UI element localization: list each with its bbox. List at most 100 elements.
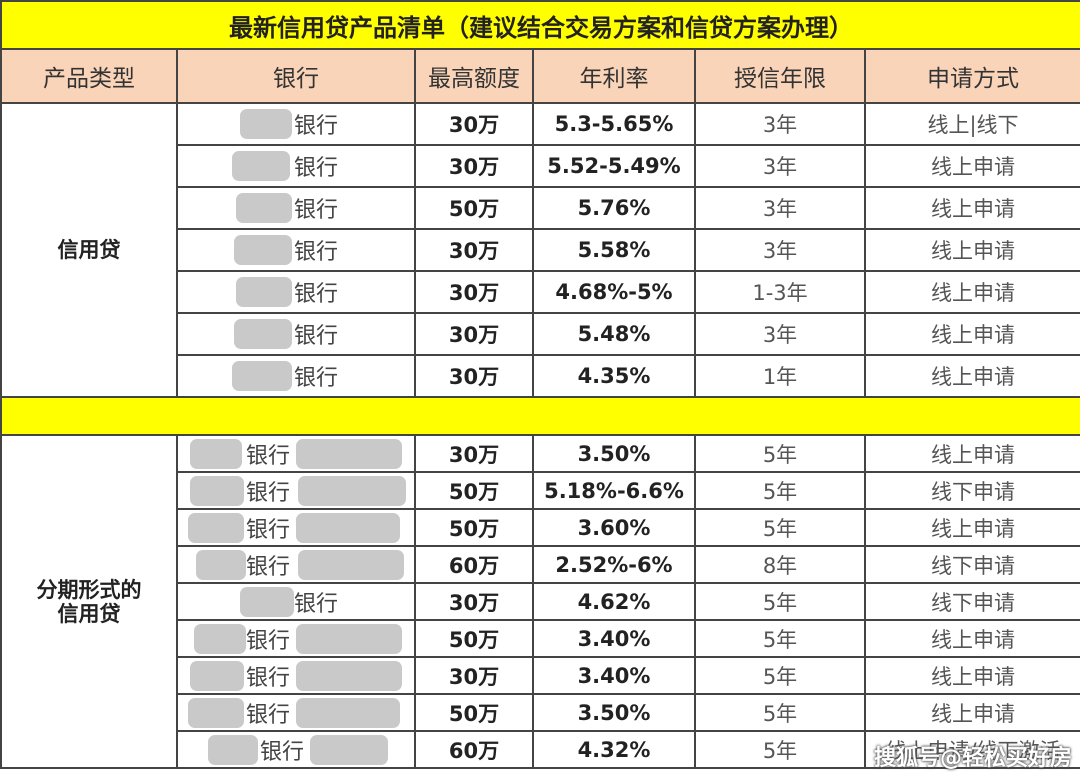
apply-method-cell: 线上申请 (863, 354, 1080, 398)
annual-rate-cell: 5.58% (532, 228, 696, 272)
bank-name: 银行 (260, 739, 305, 765)
bank-cell: 银行 (176, 144, 416, 188)
credit-term-cell: 5年 (694, 434, 866, 473)
table-row: 银行 50万 3.40% 5年 线上申请 (1, 619, 1080, 658)
max-limit-cell: 50万 (414, 508, 534, 547)
table-row: 银行 50万 5.76% 3年 线上申请 (1, 186, 1080, 230)
header-credit-term: 授信年限 (694, 48, 866, 104)
redacted-name-block (240, 109, 292, 139)
max-limit-cell: 30万 (414, 102, 534, 146)
redacted-name-block (188, 697, 244, 728)
max-limit-cell: 60万 (414, 730, 534, 769)
annual-rate-cell: 5.48% (532, 312, 696, 356)
apply-method-cell: 线上申请 (863, 619, 1080, 658)
redacted-name-block (190, 660, 244, 691)
max-limit-cell: 30万 (414, 656, 534, 695)
annual-rate-cell: 2.52%-6% (532, 545, 696, 584)
annual-rate-cell: 5.52-5.49% (532, 144, 696, 188)
table-row: 银行 30万 5.52-5.49% 3年 线上申请 (1, 144, 1080, 188)
bank-cell: 银行 (176, 656, 416, 695)
credit-term-cell: 3年 (694, 312, 866, 356)
annual-rate-cell: 4.62% (532, 582, 696, 621)
bank-name: 银行 (246, 443, 291, 469)
bank-cell: 银行 (176, 102, 416, 146)
apply-method-cell: 线上申请 (863, 144, 1080, 188)
product-type-cell: 分期形式的 信用贷 (0, 434, 178, 769)
bank-cell: 银行 (176, 545, 416, 584)
apply-method-cell: 线上申请 (863, 228, 1080, 272)
bank-name: 银行 (294, 324, 339, 349)
credit-term-cell: 5年 (694, 693, 866, 732)
bank-cell: 银行 (176, 434, 416, 473)
bank-cell: 银行 (176, 582, 416, 621)
table-row: 分期形式的 信用贷 银行 30万 3.50% 5年 线上申请 (0, 434, 1080, 769)
header-apply-method: 申请方式 (863, 48, 1080, 104)
table-row: 银行 30万 4.68%-5% 1-3年 线上申请 (1, 270, 1080, 314)
apply-method-cell: 线上申请 (863, 508, 1080, 547)
redacted-name-block (188, 512, 244, 543)
max-limit-cell: 30万 (414, 582, 534, 621)
bank-cell: 银行 (176, 471, 416, 510)
credit-term-cell: 5年 (694, 730, 866, 769)
max-limit-cell: 30万 (414, 354, 534, 398)
redacted-name-block (296, 512, 400, 543)
bank-name: 银行 (294, 366, 339, 391)
redacted-name-block (310, 734, 388, 765)
table-row: 银行 50万 5.18%-6.6% 5年 线下申请 (1, 471, 1080, 510)
redacted-name-block (194, 623, 246, 654)
redacted-name-block (234, 319, 292, 349)
bank-cell: 银行 (176, 619, 416, 658)
apply-method-cell: 线下申请 (863, 545, 1080, 584)
bank-cell: 银行 (176, 186, 416, 230)
annual-rate-cell: 5.76% (532, 186, 696, 230)
credit-term-cell: 3年 (694, 186, 866, 230)
table-row: 银行 30万 3.40% 5年 线上申请 (1, 656, 1080, 695)
header-bank: 银行 (176, 48, 416, 104)
bank-cell: 银行 (176, 270, 416, 314)
bank-name: 银行 (246, 665, 291, 691)
max-limit-cell: 30万 (414, 434, 534, 473)
credit-term-cell: 3年 (694, 102, 866, 146)
apply-method-cell: 线上申请 (863, 434, 1080, 473)
redacted-name-block (232, 151, 290, 181)
credit-term-cell: 5年 (694, 582, 866, 621)
bank-name: 银行 (246, 628, 291, 654)
max-limit-cell: 50万 (414, 619, 534, 658)
max-limit-cell: 30万 (414, 312, 534, 356)
credit-term-cell: 5年 (694, 619, 866, 658)
apply-method-cell: 线上|线下 (863, 102, 1080, 146)
apply-method-cell: 线上申请 (863, 693, 1080, 732)
redacted-name-block (190, 475, 244, 506)
redacted-name-block (296, 623, 402, 654)
bank-cell: 银行 (176, 354, 416, 398)
table-row: 银行 60万 4.32% 5年 线上申请/线下激活 (1, 730, 1080, 769)
credit-term-cell: 3年 (694, 228, 866, 272)
table-row: 银行 50万 3.60% 5年 线上申请 (1, 508, 1080, 547)
credit-term-cell: 5年 (694, 508, 866, 547)
annual-rate-cell: 3.50% (532, 434, 696, 473)
bank-name: 银行 (294, 198, 339, 223)
max-limit-cell: 30万 (414, 144, 534, 188)
max-limit-cell: 50万 (414, 693, 534, 732)
redacted-name-block (236, 277, 292, 307)
separator-band (0, 396, 1080, 436)
apply-method-cell: 线下申请 (863, 471, 1080, 510)
bank-cell: 银行 (176, 693, 416, 732)
bank-name: 银行 (294, 591, 339, 617)
annual-rate-cell: 5.3-5.65% (532, 102, 696, 146)
header-annual-rate: 年利率 (532, 48, 696, 104)
apply-method-cell: 线上申请 (863, 270, 1080, 314)
section-separator (0, 396, 1080, 436)
redacted-name-block (232, 361, 292, 391)
redacted-name-block (196, 549, 246, 580)
table-row: 银行 30万 4.62% 5年 线下申请 (1, 582, 1080, 621)
header-row: 产品类型 银行 最高额度 年利率 授信年限 申请方式 (0, 48, 1080, 104)
header-max-limit: 最高额度 (414, 48, 534, 104)
max-limit-cell: 30万 (414, 228, 534, 272)
redacted-name-block (296, 697, 400, 728)
credit-term-cell: 1-3年 (694, 270, 866, 314)
bank-cell: 银行 (176, 508, 416, 547)
redacted-name-block (298, 549, 404, 580)
table-row: 银行 50万 3.50% 5年 线上申请 (1, 693, 1080, 732)
